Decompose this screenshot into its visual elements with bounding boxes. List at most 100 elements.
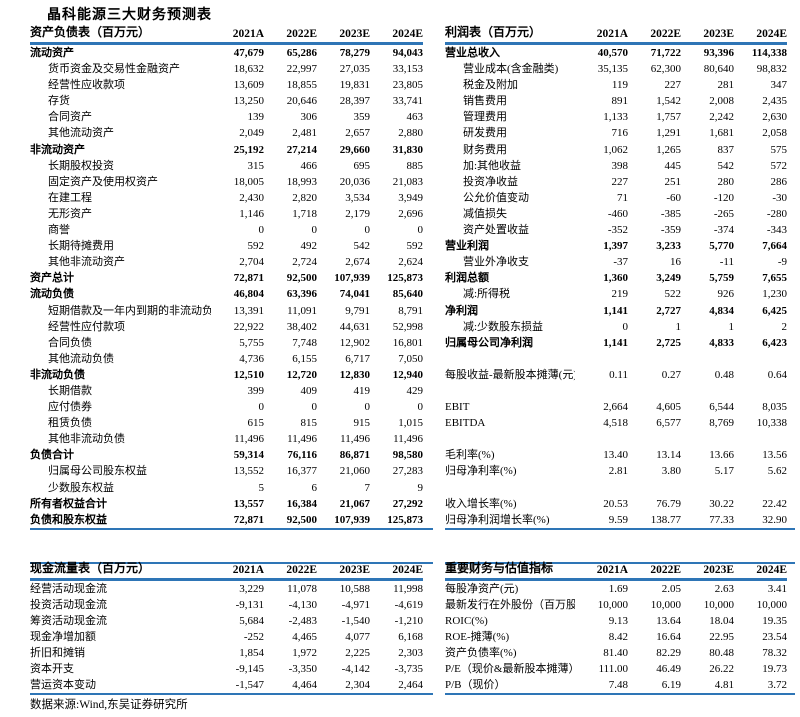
row-value: 0	[258, 401, 265, 414]
row-value: 1,854	[239, 647, 264, 660]
row-value: 11,496	[234, 433, 264, 446]
row-value: 6,168	[398, 631, 423, 644]
row-value: 94,043	[392, 47, 423, 59]
row-value: 2,724	[292, 256, 317, 269]
row-value: 16,377	[286, 465, 317, 478]
row-value: 4.81	[714, 679, 734, 692]
row-label: 营运资本变动	[30, 679, 96, 692]
row-label: 少数股东权益	[48, 481, 114, 494]
row-value: 1,062	[603, 143, 628, 156]
row-value: 7,655	[762, 272, 787, 285]
row-value: 1,681	[709, 127, 734, 140]
column-header: 2023E	[339, 563, 370, 576]
row-value: 12,510	[233, 368, 264, 381]
row-label: 营业外净收支	[463, 256, 529, 269]
row-label: 非流动资产	[30, 143, 85, 156]
table-row: 加:其他收益 398 445 542 572	[445, 158, 787, 174]
row-value: 2,674	[345, 256, 370, 269]
row-value: 30.22	[709, 497, 734, 510]
row-value: 23.54	[762, 631, 787, 644]
row-label: 无形资产	[48, 207, 92, 220]
row-value: 27,035	[339, 63, 370, 76]
row-value: 10,588	[339, 582, 370, 595]
row-label: 其他流动资产	[48, 127, 114, 140]
row-label: 租赁负债	[48, 417, 92, 430]
table-row: 所有者权益合计 13,557 16,384 21,067 27,292	[30, 496, 423, 512]
row-value: 815	[300, 417, 318, 430]
row-value: 92,500	[286, 272, 317, 285]
table-row: 经营性应收款项 13,609 18,855 19,831 23,805	[30, 77, 423, 93]
row-value: 6,423	[762, 336, 787, 349]
row-value: 13.64	[656, 615, 681, 627]
row-value: 2,481	[292, 127, 317, 140]
row-value: 615	[247, 417, 265, 430]
table-row: 流动资产 47,679 65,286 78,279 94,043	[30, 45, 423, 61]
table-row: 负债合计 59,314 76,116 86,871 98,580	[30, 447, 423, 463]
row-label	[445, 431, 787, 447]
row-label: 加:其他收益	[463, 159, 522, 172]
row-value: 10,000	[597, 598, 628, 611]
table-row: 流动负债 46,804 63,396 74,041 85,640	[30, 286, 423, 302]
row-value: 1	[728, 320, 735, 333]
row-value: 4,464	[292, 679, 317, 692]
row-value: 139	[247, 111, 265, 124]
table-row: 收入增长率(%) 20.53 76.79 30.22 22.42	[445, 496, 787, 512]
row-value: 399	[247, 384, 265, 397]
row-value: 6.19	[661, 679, 681, 692]
column-header: 2024E	[756, 563, 787, 576]
row-value: 2,464	[398, 679, 423, 692]
row-label: 减值损失	[463, 207, 507, 220]
row-value: 4,465	[292, 631, 317, 644]
row-label: 负债合计	[30, 449, 74, 462]
table-row: 负债和股东权益 72,871 92,500 107,939 125,873	[30, 512, 423, 528]
table-row: 现金净增加额 -252 4,465 4,077 6,168	[30, 629, 423, 645]
row-label: ROE-摊薄(%)	[445, 631, 510, 644]
row-value: -1,547	[235, 679, 264, 692]
row-value: 2.81	[608, 465, 628, 478]
row-value: 1,757	[656, 111, 681, 124]
row-value: 11,496	[287, 433, 317, 446]
row-value: 463	[406, 111, 424, 124]
income-statement-table: 利润表（百万元） 2021A 2022E 2023E 2024E 营业总收入 40…	[445, 25, 795, 530]
row-value: 5,770	[709, 240, 734, 253]
row-value: 1.69	[608, 582, 628, 595]
row-value: -265	[713, 207, 734, 220]
row-label: 财务费用	[463, 143, 507, 156]
row-value: 13.14	[656, 449, 681, 462]
row-value: 1,146	[239, 207, 264, 220]
table-row: 最新发行在外股份（百万股） 10,000 10,000 10,000 10,000	[445, 597, 787, 613]
row-value: 11,078	[287, 582, 317, 595]
table-row: 存货 13,250 20,646 28,397 33,741	[30, 93, 423, 109]
row-value: 9,791	[345, 304, 370, 317]
table-header: 利润表（百万元） 2021A 2022E 2023E 2024E	[445, 25, 787, 45]
table-row: 归母净利润增长率(%) 9.59 138.77 77.33 32.90	[445, 512, 787, 528]
row-value: 18,993	[286, 175, 317, 188]
row-value: 2,304	[345, 679, 370, 692]
row-label: 货币资金及交易性金融资产	[48, 63, 180, 76]
row-value: 5,684	[239, 615, 264, 627]
table-row: 应付债券 0 0 0 0	[30, 399, 423, 415]
row-value: 72,871	[233, 272, 264, 285]
row-value: 466	[300, 159, 318, 172]
table-row: 营业外净收支 -37 16 -11 -9	[445, 254, 787, 270]
table-row: 无形资产 1,146 1,718 2,179 2,696	[30, 206, 423, 222]
row-value: -4,619	[394, 598, 423, 611]
row-value: 71	[617, 191, 628, 204]
row-value: 78.32	[762, 647, 787, 660]
table-row: 经营性应付款项 22,922 38,402 44,631 52,998	[30, 319, 423, 335]
row-value: 12,902	[339, 336, 370, 349]
row-label: 在建工程	[48, 191, 92, 204]
row-value: 0	[417, 401, 424, 414]
row-value: 7	[364, 481, 371, 494]
row-value: 3.80	[661, 465, 681, 478]
table-row: 利润总额 1,360 3,249 5,759 7,655	[445, 270, 787, 286]
row-value: 19.35	[762, 615, 787, 627]
row-value: 0.27	[661, 368, 681, 381]
row-value: 251	[664, 175, 682, 188]
row-label: 研发费用	[463, 127, 507, 140]
table-row: 合同负债 5,755 7,748 12,902 16,801	[30, 335, 423, 351]
row-value: 80.48	[709, 647, 734, 660]
row-value: 429	[406, 384, 424, 397]
row-value: 125,873	[387, 513, 423, 526]
table-row: 资产负债率(%) 81.40 82.29 80.48 78.32	[445, 645, 787, 661]
